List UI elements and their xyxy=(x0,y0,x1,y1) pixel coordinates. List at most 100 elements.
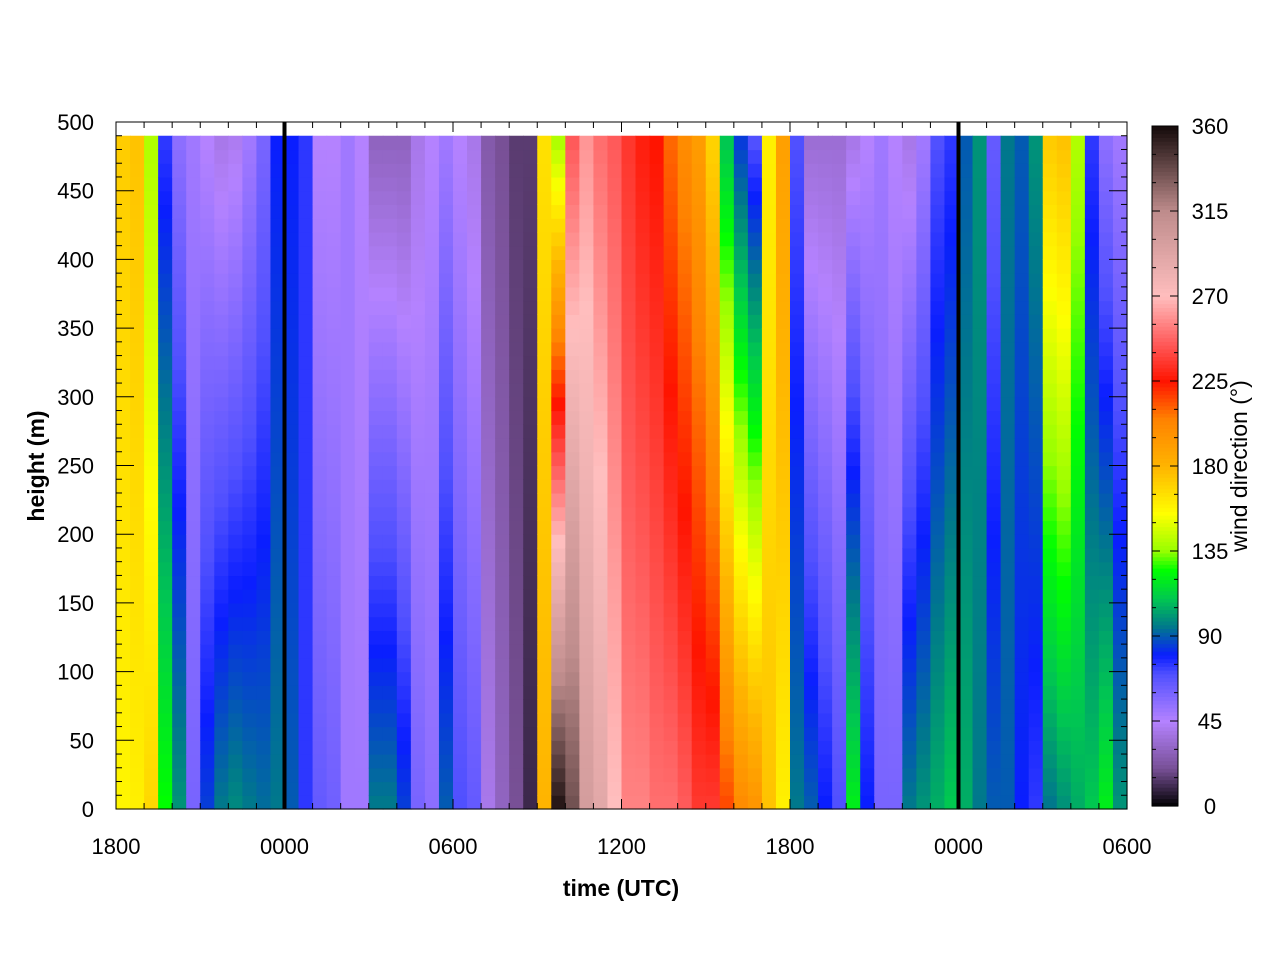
heatmap-cell xyxy=(214,410,229,425)
heatmap-cell xyxy=(1000,630,1016,645)
heatmap-cell xyxy=(354,286,370,302)
heatmap-cell xyxy=(396,314,412,329)
heatmap-cell xyxy=(284,259,300,274)
heatmap-cell xyxy=(1000,204,1016,219)
heatmap-cell xyxy=(733,245,749,260)
heatmap-cell xyxy=(214,369,229,384)
heatmap-cell xyxy=(495,726,510,741)
heatmap-cell xyxy=(523,726,538,741)
heatmap-cell xyxy=(775,314,791,329)
heatmap-cell xyxy=(537,781,552,796)
heatmap-cell xyxy=(579,396,595,412)
heatmap-cell xyxy=(860,671,875,686)
heatmap-cell xyxy=(775,300,791,315)
colorbar-segment xyxy=(1152,579,1178,584)
heatmap-cell xyxy=(860,644,875,659)
heatmap-cell xyxy=(846,602,861,618)
heatmap-cell xyxy=(1112,589,1128,604)
heatmap-cell xyxy=(593,451,609,467)
heatmap-cell xyxy=(902,781,917,796)
heatmap-cell xyxy=(986,589,1002,604)
heatmap-cell xyxy=(818,561,833,577)
heatmap-cell xyxy=(495,712,510,728)
heatmap-cell xyxy=(438,589,454,604)
heatmap-cell xyxy=(270,300,286,315)
heatmap-cell xyxy=(790,218,805,233)
heatmap-cell xyxy=(663,341,679,357)
heatmap-cell xyxy=(551,767,566,783)
colorbar-segment xyxy=(1152,624,1178,630)
heatmap-cell xyxy=(775,712,791,728)
heatmap-cell xyxy=(326,438,342,453)
heatmap-cell xyxy=(368,726,384,741)
heatmap-cell xyxy=(607,726,623,741)
heatmap-cell xyxy=(1028,465,1044,480)
heatmap-cell xyxy=(663,712,679,728)
heatmap-cell xyxy=(172,149,187,164)
heatmap-cell xyxy=(635,712,651,728)
heatmap-cell xyxy=(747,795,763,810)
heatmap-cell xyxy=(1084,630,1100,645)
heatmap-cell xyxy=(804,300,819,315)
heatmap-cell xyxy=(663,465,679,480)
heatmap-cell xyxy=(719,218,735,233)
heatmap-cell xyxy=(635,465,651,480)
heatmap-cell xyxy=(663,699,679,714)
heatmap-cell xyxy=(916,781,932,796)
heatmap-cell xyxy=(902,726,917,741)
heatmap-cell xyxy=(635,383,651,398)
heatmap-cell xyxy=(551,534,566,549)
heatmap-cell xyxy=(467,534,482,549)
heatmap-cell xyxy=(130,671,145,686)
heatmap-cell xyxy=(1028,314,1044,329)
heatmap-cell xyxy=(832,479,847,494)
heatmap-cell xyxy=(663,547,679,563)
colorbar-segment xyxy=(1152,133,1178,138)
heatmap-cell xyxy=(481,657,496,673)
heatmap-cell xyxy=(677,410,693,425)
heatmap-cell xyxy=(495,589,510,604)
heatmap-cell xyxy=(635,286,651,302)
heatmap-cell xyxy=(747,602,763,618)
heatmap-cell xyxy=(116,699,131,714)
heatmap-cell xyxy=(1028,492,1044,508)
heatmap-cell xyxy=(775,231,791,247)
heatmap-cell xyxy=(944,644,960,659)
colorbar-segment xyxy=(1152,685,1178,690)
heatmap-cell xyxy=(565,245,580,260)
colorbar-segment xyxy=(1152,450,1178,456)
heatmap-cell xyxy=(944,410,960,425)
heatmap-cell xyxy=(1056,795,1072,810)
heatmap-cell xyxy=(424,328,440,343)
heatmap-cell xyxy=(888,602,903,618)
heatmap-cell xyxy=(481,300,496,315)
heatmap-cell xyxy=(228,355,243,370)
heatmap-cell xyxy=(790,671,805,686)
heatmap-cell xyxy=(214,438,229,453)
heatmap-cell xyxy=(846,712,861,728)
heatmap-cell xyxy=(579,712,595,728)
heatmap-cell xyxy=(719,795,735,810)
heatmap-cell xyxy=(424,300,440,315)
heatmap-cell xyxy=(284,286,300,302)
heatmap-cell xyxy=(663,204,679,219)
heatmap-cell xyxy=(944,218,960,233)
heatmap-cell xyxy=(677,492,693,508)
heatmap-cell xyxy=(298,273,314,288)
heatmap-cell xyxy=(144,396,159,412)
heatmap-cell xyxy=(382,176,398,192)
heatmap-cell xyxy=(200,492,215,508)
heatmap-cell xyxy=(1000,286,1016,302)
heatmap-cell xyxy=(495,245,510,260)
heatmap-cell xyxy=(312,479,328,494)
heatmap-cell xyxy=(1028,630,1044,645)
heatmap-cell xyxy=(986,740,1002,755)
heatmap-cell xyxy=(256,286,272,302)
heatmap-cell xyxy=(382,685,398,700)
heatmap-cell xyxy=(1070,355,1086,370)
heatmap-cell xyxy=(368,547,384,563)
heatmap-cell xyxy=(144,383,159,398)
heatmap-cell xyxy=(1028,163,1044,178)
heatmap-cell xyxy=(691,644,707,659)
heatmap-cell xyxy=(705,176,721,192)
